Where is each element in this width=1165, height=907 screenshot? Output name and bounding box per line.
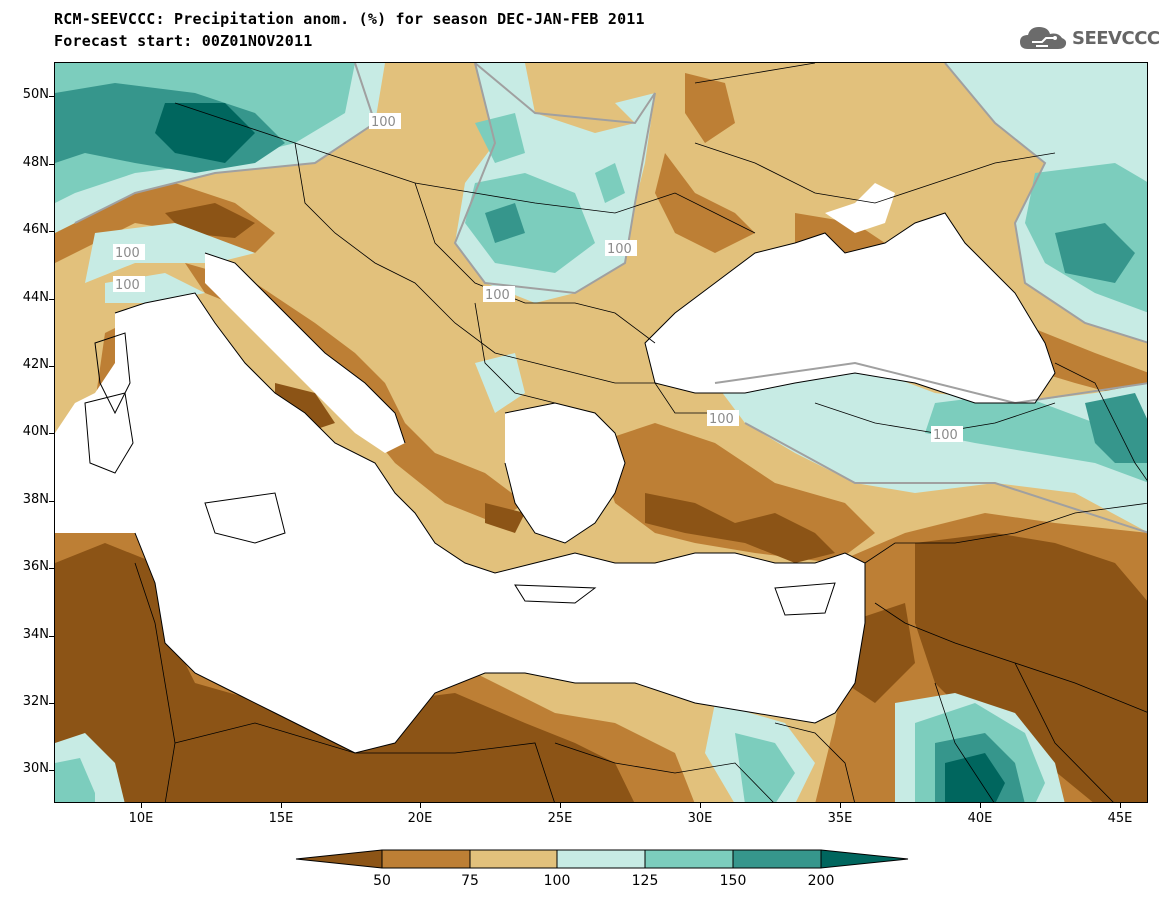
- colorbar-label: 150: [719, 873, 747, 889]
- coastlines: [84, 212, 1056, 754]
- lon-tick-label: 45E: [1107, 811, 1133, 826]
- contour-label: 100: [115, 246, 140, 261]
- lat-tick-label: 38N: [22, 492, 49, 507]
- colorbar-boxes: [295, 849, 909, 869]
- colorbar-segment: [556, 849, 646, 869]
- sea-mask: [55, 183, 1055, 753]
- colorbar-label: 100: [543, 873, 571, 889]
- colorbar-label: 75: [461, 873, 479, 889]
- lat-tick-label: 48N: [22, 155, 49, 170]
- contour-labels: 100 100 100 100 100 100 100: [113, 113, 963, 443]
- seevccc-logo: SEEVCCC: [1018, 22, 1160, 54]
- contour-label: 100: [485, 288, 510, 303]
- lon-tick-label: 20E: [407, 811, 433, 826]
- lon-tick-label: 10E: [128, 811, 154, 826]
- colorbar-segment: [820, 849, 909, 869]
- lat-tick-label: 36N: [22, 559, 49, 574]
- colorbar-segment: [469, 849, 558, 869]
- contour-label: 100: [933, 428, 958, 443]
- lat-tick-label: 44N: [22, 290, 49, 305]
- lon-tick-label: 30E: [687, 811, 713, 826]
- contour-label: 100: [115, 278, 140, 293]
- lat-tick-label: 50N: [22, 87, 49, 102]
- lat-tick-label: 34N: [22, 627, 49, 642]
- lon-tick-label: 40E: [967, 811, 993, 826]
- colorbar-label: 50: [373, 873, 391, 889]
- lat-tick-label: 30N: [22, 761, 49, 776]
- lon-tick-label: 35E: [827, 811, 853, 826]
- lat-tick-label: 40N: [22, 424, 49, 439]
- map-panel: 100 100 100 100 100 100 100: [54, 62, 1148, 803]
- country-borders: [134, 63, 1147, 802]
- lat-tick-label: 46N: [22, 222, 49, 237]
- colorbar-segment: [644, 849, 734, 869]
- colorbar-segment: [732, 849, 822, 869]
- logo-text: SEEVCCC: [1072, 27, 1160, 49]
- precipitation-anomaly-map: 100 100 100 100 100 100 100: [55, 63, 1147, 802]
- anomaly-above-200: [155, 103, 1005, 802]
- lon-tick-label: 25E: [547, 811, 573, 826]
- forecast-start: Forecast start: 00Z01NOV2011: [54, 32, 313, 50]
- contour-100-lines: [74, 63, 1147, 534]
- contour-label: 100: [371, 115, 396, 130]
- colorbar-label: 125: [631, 873, 659, 889]
- colorbar-label: 200: [807, 873, 835, 889]
- lon-tick-label: 15E: [268, 811, 294, 826]
- contour-label: 100: [709, 412, 734, 427]
- map-title: RCM-SEEVCCC: Precipitation anom. (%) for…: [54, 10, 645, 28]
- cloud-logo-icon: [1020, 27, 1067, 49]
- lat-tick-label: 32N: [22, 694, 49, 709]
- contour-label: 100: [607, 242, 632, 257]
- lat-tick-label: 42N: [22, 357, 49, 372]
- colorbar-segment: [381, 849, 471, 869]
- colorbar-segment: [295, 849, 383, 869]
